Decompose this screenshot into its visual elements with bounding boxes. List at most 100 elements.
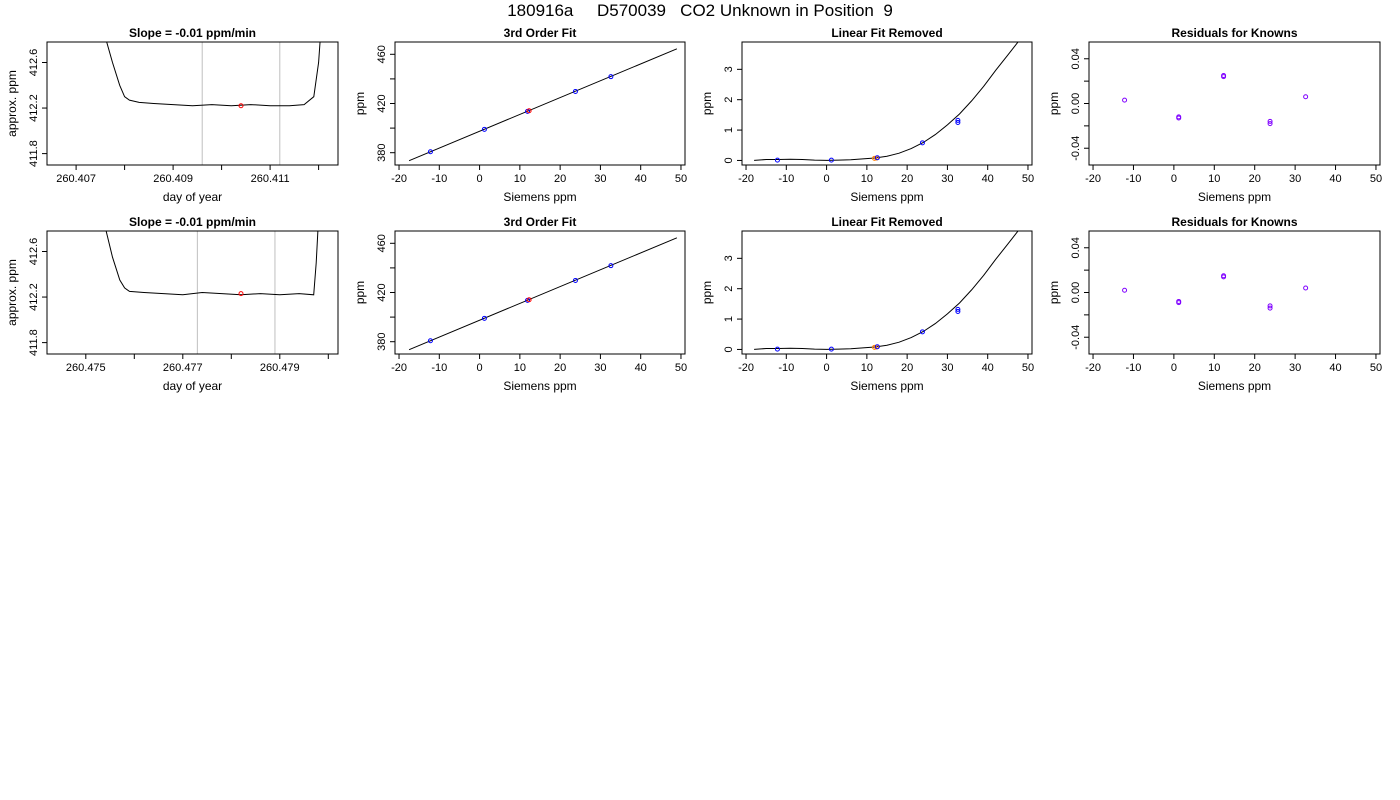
x-tick-label: -20 xyxy=(391,362,407,374)
x-tick-label: -10 xyxy=(778,173,794,185)
plot-frame xyxy=(394,41,686,166)
panel-fit-row2: 3rd Order Fit -20 -10 0 10 20 30 40 50 380 420 460 S… xyxy=(353,215,687,393)
x-tick-label: 260.479 xyxy=(260,362,300,374)
x-axis-label: Siemens ppm xyxy=(850,190,923,204)
data-point xyxy=(1303,94,1309,100)
x-tick-label: 10 xyxy=(1208,173,1220,185)
data-point xyxy=(774,157,780,163)
data-point xyxy=(1176,300,1182,306)
x-tick-label: 40 xyxy=(982,362,994,374)
x-tick-label: 30 xyxy=(1289,362,1301,374)
x-axis-label: Siemens ppm xyxy=(1198,190,1271,204)
x-tick-label: -20 xyxy=(1085,173,1101,185)
x-tick-label: 260.407 xyxy=(56,173,96,185)
x-tick-label: 40 xyxy=(635,362,647,374)
data-point xyxy=(955,308,961,314)
panel-timeseries-row1: Slope = -0.01 ppm/min 260.407 260.409 260.4… xyxy=(5,26,339,204)
x-tick-label: 0 xyxy=(824,173,830,185)
x-tick-label: -10 xyxy=(1126,362,1142,374)
series-line xyxy=(106,42,321,107)
page-title: 180916a D570039 CO2 Unknown in Position … xyxy=(507,1,893,20)
x-tick-label: 40 xyxy=(1329,362,1341,374)
x-tick-label: 0 xyxy=(477,362,483,374)
x-tick-label: 10 xyxy=(514,362,526,374)
x-tick-label: -10 xyxy=(431,362,447,374)
x-tick-label: 20 xyxy=(1249,362,1261,374)
data-point xyxy=(1122,97,1128,103)
y-axis-label: approx. ppm xyxy=(5,70,19,137)
plot-frame xyxy=(46,230,339,355)
data-point xyxy=(872,344,878,350)
x-tick-label: 260.477 xyxy=(163,362,203,374)
y-tick-label: 0 xyxy=(723,346,735,352)
y-tick-label: 460 xyxy=(376,234,388,252)
x-axis-label: day of year xyxy=(163,379,222,393)
plot-area xyxy=(408,237,678,351)
panel-title: 3rd Order Fit xyxy=(504,215,577,229)
x-tick-label: -10 xyxy=(778,362,794,374)
fit-curve xyxy=(408,237,678,351)
plot-frame xyxy=(46,41,339,166)
y-axis-label: ppm xyxy=(353,281,367,304)
panel-timeseries-row2: Slope = -0.01 ppm/min 260.475 260.477 260.4… xyxy=(5,215,339,393)
plot-area xyxy=(754,42,1019,163)
x-tick-label: 50 xyxy=(675,362,687,374)
x-tick-label: 10 xyxy=(861,362,873,374)
y-tick-label: -0.04 xyxy=(1070,136,1082,161)
data-point xyxy=(828,346,834,352)
y-axis-label: approx. ppm xyxy=(5,259,19,326)
y-tick-label: 0.00 xyxy=(1070,93,1082,114)
x-tick-label: 20 xyxy=(554,173,566,185)
y-axis-label: ppm xyxy=(353,92,367,115)
data-point xyxy=(481,126,487,132)
panel-linear-removed-row2: Linear Fit Removed -20 -10 0 10 20 30 40 50 0 1 2 3 S… xyxy=(700,215,1034,393)
y-tick-label: 2 xyxy=(723,286,735,292)
plot-frame xyxy=(1088,41,1381,166)
plot-area xyxy=(105,231,319,297)
x-tick-label: -10 xyxy=(1126,173,1142,185)
x-tick-label: 40 xyxy=(982,173,994,185)
x-tick-label: 30 xyxy=(594,362,606,374)
x-tick-label: 20 xyxy=(901,173,913,185)
y-tick-label: 380 xyxy=(376,333,388,351)
x-tick-label: 10 xyxy=(514,173,526,185)
y-tick-label: 1 xyxy=(723,316,735,322)
data-point xyxy=(955,117,961,123)
x-tick-label: 10 xyxy=(1208,362,1220,374)
data-point xyxy=(1267,121,1273,127)
plot-frame xyxy=(741,230,1033,355)
x-tick-label: 50 xyxy=(1022,362,1034,374)
x-tick-label: 0 xyxy=(1171,173,1177,185)
plot-area xyxy=(1122,273,1309,311)
fit-curve xyxy=(754,42,1019,161)
y-axis-label: ppm xyxy=(1047,281,1061,304)
data-point xyxy=(955,119,961,125)
data-point xyxy=(481,315,487,321)
plot-area xyxy=(408,48,678,162)
data-point xyxy=(427,338,433,344)
panel-title: Linear Fit Removed xyxy=(831,26,942,40)
data-point xyxy=(774,346,780,352)
x-tick-label: 30 xyxy=(941,173,953,185)
data-point xyxy=(1303,285,1309,291)
y-tick-label: 411.8 xyxy=(28,140,40,167)
x-tick-label: 20 xyxy=(1249,173,1261,185)
fit-curve xyxy=(754,231,1019,350)
x-tick-label: -10 xyxy=(431,173,447,185)
y-tick-label: 0.04 xyxy=(1070,48,1082,69)
x-tick-label: 0 xyxy=(1171,362,1177,374)
plot-frame xyxy=(741,41,1033,166)
x-tick-label: 0 xyxy=(824,362,830,374)
panel-residuals-row1: Residuals for Knowns -20 -10 0 10 20 30 40 50 -0.… xyxy=(1047,26,1382,204)
plot-area xyxy=(106,42,321,109)
x-axis-label: day of year xyxy=(163,190,222,204)
x-tick-label: -20 xyxy=(1085,362,1101,374)
panel-title: Linear Fit Removed xyxy=(831,215,942,229)
y-tick-label: 0.04 xyxy=(1070,237,1082,258)
panel-title: 3rd Order Fit xyxy=(504,26,577,40)
x-tick-label: -20 xyxy=(738,173,754,185)
data-point xyxy=(427,149,433,155)
panel-title: Residuals for Knowns xyxy=(1171,26,1297,40)
x-tick-label: 30 xyxy=(1289,173,1301,185)
